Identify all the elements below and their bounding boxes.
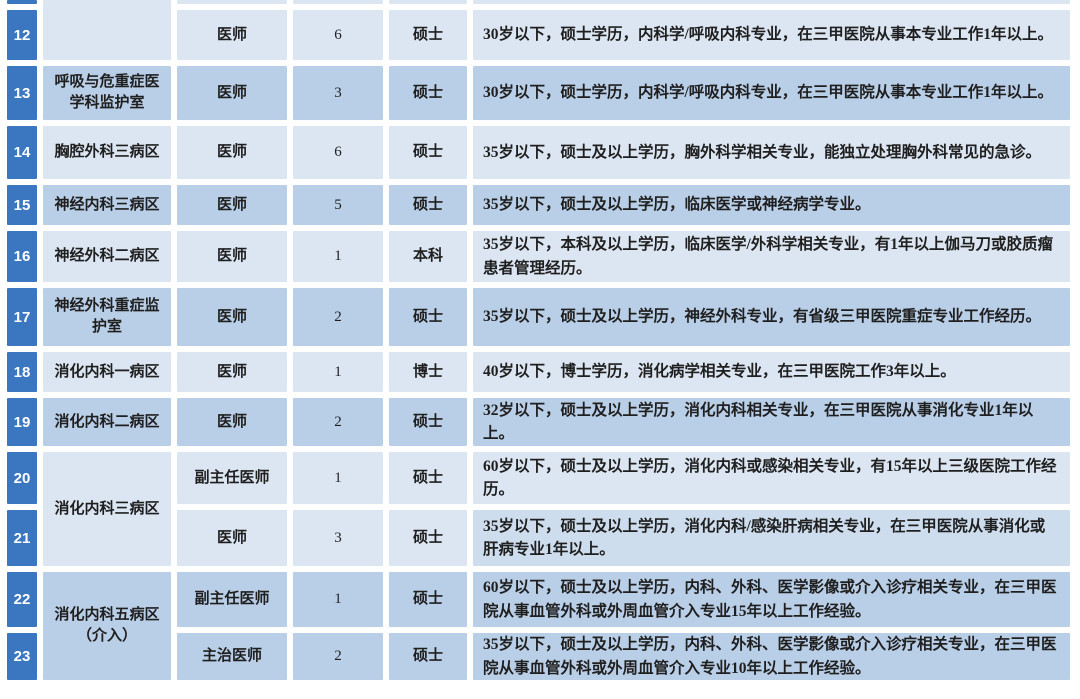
- requirement-cell: 60岁以下，硕士及以上学历，消化内科或感染相关专业，有15年以上三级医院工作经历…: [473, 452, 1070, 504]
- count-cell: 6: [293, 126, 383, 179]
- partial-row-cell: [177, 0, 287, 4]
- requirement-cell: 35岁以下，硕士及以上学历，胸外科学相关专业，能独立处理胸外科常见的急诊。: [473, 126, 1070, 179]
- index-cell: 12: [7, 10, 37, 60]
- department-cell: 神经外科重症监护室: [43, 288, 171, 346]
- requirement-cell: 30岁以下，硕士学历，内科学/呼吸内科专业，在三甲医院从事本专业工作1年以上。: [473, 66, 1070, 120]
- index-cell: 22: [7, 572, 37, 627]
- position-cell: 医师: [177, 231, 287, 282]
- degree-cell: 硕士: [389, 185, 467, 225]
- count-cell: 1: [293, 352, 383, 392]
- position-cell: 医师: [177, 510, 287, 566]
- requirement-cell: 30岁以下，硕士学历，内科学/呼吸内科专业，在三甲医院从事本专业工作1年以上。: [473, 10, 1070, 60]
- degree-cell: 硕士: [389, 288, 467, 346]
- index-cell: 14: [7, 126, 37, 179]
- degree-cell: 硕士: [389, 10, 467, 60]
- count-cell: 2: [293, 288, 383, 346]
- degree-cell: 硕士: [389, 572, 467, 627]
- position-cell: 医师: [177, 398, 287, 446]
- department-cell: 神经内科三病区: [43, 185, 171, 225]
- index-cell: 16: [7, 231, 37, 282]
- position-cell: 医师: [177, 126, 287, 179]
- department-cell: 消化内科三病区: [43, 452, 171, 566]
- index-cell-partial: [7, 0, 37, 4]
- requirement-cell: 35岁以下，本科及以上学历，临床医学/外科学相关专业，有1年以上伽马刀或胶质瘤患…: [473, 231, 1070, 282]
- department-cell: 胸腔外科三病区: [43, 126, 171, 179]
- index-cell: 21: [7, 510, 37, 566]
- partial-row-cell: [473, 0, 1070, 4]
- position-cell: 医师: [177, 288, 287, 346]
- index-cell: 19: [7, 398, 37, 446]
- requirement-cell: 60岁以下，硕士及以上学历，内科、外科、医学影像或介入诊疗相关专业，在三甲医院从…: [473, 572, 1070, 627]
- count-cell: 1: [293, 572, 383, 627]
- department-cell: 消化内科二病区: [43, 398, 171, 446]
- requirement-cell: 35岁以下，硕士及以上学历，内科、外科、医学影像或介入诊疗相关专业，在三甲医院从…: [473, 633, 1070, 680]
- count-cell: 1: [293, 452, 383, 504]
- degree-cell: 硕士: [389, 126, 467, 179]
- position-cell: 医师: [177, 185, 287, 225]
- position-cell: 副主任医师: [177, 452, 287, 504]
- position-cell: 医师: [177, 66, 287, 120]
- count-cell: 6: [293, 10, 383, 60]
- position-cell: 副主任医师: [177, 572, 287, 627]
- department-cell: 消化内科一病区: [43, 352, 171, 392]
- count-cell: 2: [293, 398, 383, 446]
- department-cell: 神经外科二病区: [43, 231, 171, 282]
- requirement-cell: 35岁以下，硕士及以上学历，临床医学或神经病学专业。: [473, 185, 1070, 225]
- degree-cell: 硕士: [389, 633, 467, 680]
- degree-cell: 硕士: [389, 510, 467, 566]
- count-cell: 3: [293, 66, 383, 120]
- degree-cell: 硕士: [389, 398, 467, 446]
- degree-cell: 本科: [389, 231, 467, 282]
- index-cell: 13: [7, 66, 37, 120]
- position-cell: 医师: [177, 10, 287, 60]
- degree-cell: 硕士: [389, 66, 467, 120]
- requirement-cell: 40岁以下，博士学历，消化病学相关专业，在三甲医院工作3年以上。: [473, 352, 1070, 392]
- count-cell: 2: [293, 633, 383, 680]
- department-cell: [43, 0, 171, 60]
- department-cell: 消化内科五病区（介入）: [43, 572, 171, 680]
- partial-row-cell: [293, 0, 383, 4]
- index-cell: 18: [7, 352, 37, 392]
- position-cell: 主治医师: [177, 633, 287, 680]
- partial-row-cell: [389, 0, 467, 4]
- index-cell: 23: [7, 633, 37, 680]
- department-cell: 呼吸与危重症医学科监护室: [43, 66, 171, 120]
- degree-cell: 博士: [389, 352, 467, 392]
- count-cell: 1: [293, 231, 383, 282]
- position-cell: 医师: [177, 352, 287, 392]
- index-cell: 17: [7, 288, 37, 346]
- count-cell: 5: [293, 185, 383, 225]
- requirement-cell: 35岁以下，硕士及以上学历，消化内科/感染肝病相关专业，在三甲医院从事消化或肝病…: [473, 510, 1070, 566]
- requirement-cell: 35岁以下，硕士及以上学历，神经外科专业，有省级三甲医院重症专业工作经历。: [473, 288, 1070, 346]
- count-cell: 3: [293, 510, 383, 566]
- recruitment-table: 12 医师 6 硕士 30岁以下，硕士学历，内科学/呼吸内科专业，在三甲医院从事本专业工…: [7, 0, 1070, 680]
- index-cell: 15: [7, 185, 37, 225]
- index-cell: 20: [7, 452, 37, 504]
- degree-cell: 硕士: [389, 452, 467, 504]
- requirement-cell: 32岁以下，硕士及以上学历，消化内科相关专业，在三甲医院从事消化专业1年以上。: [473, 398, 1070, 446]
